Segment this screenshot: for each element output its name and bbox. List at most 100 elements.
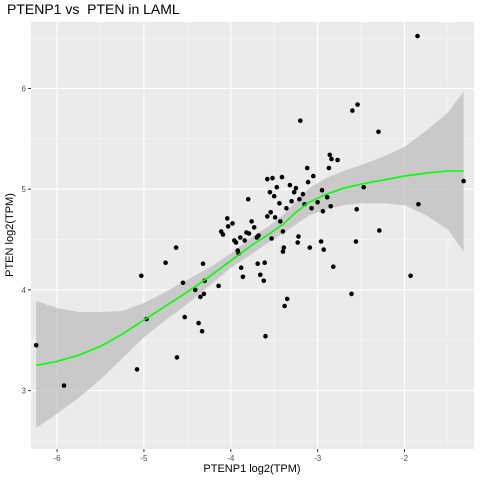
- data-point: [265, 176, 270, 182]
- data-point: [296, 234, 301, 239]
- data-point: [287, 182, 293, 188]
- x-tick-label: -4: [227, 454, 235, 463]
- data-point: [269, 236, 274, 241]
- x-tick-label: -6: [53, 454, 61, 463]
- data-point: [272, 215, 278, 220]
- data-point: [321, 247, 327, 252]
- data-point: [280, 249, 286, 254]
- data-point: [284, 206, 289, 211]
- data-point: [134, 367, 140, 372]
- y-tick-label: 4: [22, 286, 27, 295]
- data-point: [282, 303, 287, 309]
- data-point: [238, 235, 243, 240]
- data-point: [335, 157, 340, 163]
- confidence-band: [36, 91, 464, 428]
- data-point: [318, 239, 324, 244]
- data-point: [246, 231, 252, 236]
- data-point: [293, 185, 299, 191]
- data-point: [199, 328, 205, 334]
- data-point: [196, 320, 201, 326]
- data-point: [291, 189, 297, 195]
- data-point: [350, 108, 355, 113]
- data-point: [61, 383, 67, 388]
- data-point: [300, 191, 306, 197]
- x-tick-label: -3: [314, 454, 322, 463]
- data-point: [408, 273, 413, 279]
- data-points: [33, 33, 466, 388]
- data-point: [315, 200, 320, 205]
- data-point: [309, 206, 314, 211]
- data-point: [274, 184, 280, 190]
- data-point: [305, 179, 311, 185]
- data-point: [376, 129, 381, 135]
- data-point: [245, 196, 251, 202]
- data-point: [242, 238, 247, 243]
- data-point: [173, 245, 179, 250]
- data-point: [328, 204, 334, 209]
- y-tick-label: 3: [22, 387, 27, 396]
- data-point: [329, 156, 334, 162]
- data-point: [289, 199, 294, 204]
- data-point: [139, 273, 144, 279]
- data-point: [251, 225, 257, 230]
- data-point: [256, 233, 261, 238]
- data-point: [284, 296, 290, 302]
- data-point: [324, 194, 330, 200]
- data-point: [268, 210, 274, 215]
- data-point: [267, 189, 273, 195]
- data-point: [307, 245, 313, 250]
- grid-lines: [31, 22, 474, 449]
- data-point: [415, 33, 420, 39]
- data-point: [355, 102, 360, 107]
- data-point: [270, 175, 275, 181]
- data-point: [377, 228, 382, 233]
- data-point: [216, 283, 221, 289]
- data-point: [225, 224, 231, 229]
- data-point: [255, 261, 260, 267]
- data-point: [278, 219, 283, 224]
- data-point: [261, 278, 267, 284]
- data-point: [280, 229, 286, 234]
- data-point: [33, 343, 39, 348]
- data-point: [320, 209, 326, 214]
- data-point: [461, 178, 466, 184]
- data-point: [416, 202, 421, 207]
- data-point: [281, 245, 287, 250]
- data-point: [326, 165, 332, 171]
- y-tick-label: 6: [22, 84, 27, 93]
- y-axis-label: PTEN log2(TPM): [4, 193, 16, 277]
- data-point: [327, 152, 333, 158]
- x-tick-label: -2: [401, 454, 409, 463]
- data-point: [198, 294, 203, 300]
- data-point: [225, 216, 230, 221]
- data-point: [271, 193, 277, 199]
- y-tick-label: 5: [22, 185, 27, 194]
- data-point: [220, 232, 226, 237]
- data-point: [163, 260, 168, 266]
- x-axis-label: PTENP1 log2(TPM): [203, 463, 300, 475]
- data-point: [265, 214, 270, 219]
- smooth-line: [36, 170, 464, 367]
- data-point: [263, 333, 268, 339]
- data-point: [240, 274, 246, 280]
- data-point: [311, 173, 316, 179]
- data-point: [249, 219, 254, 224]
- data-point: [279, 174, 285, 180]
- data-point: [361, 184, 367, 190]
- data-point: [201, 291, 207, 297]
- data-point: [238, 265, 244, 271]
- data-point: [192, 287, 198, 293]
- x-tick-label: -5: [140, 454, 148, 463]
- data-point: [233, 240, 239, 245]
- data-point: [174, 355, 180, 360]
- data-point: [200, 261, 206, 267]
- data-point: [353, 239, 359, 244]
- x-axis: -6 -5 -4 -3 -2: [53, 449, 409, 463]
- data-point: [354, 207, 360, 212]
- data-point: [295, 240, 301, 245]
- data-point: [180, 280, 186, 286]
- data-point: [230, 221, 235, 226]
- data-point: [262, 260, 268, 266]
- data-point: [258, 272, 263, 278]
